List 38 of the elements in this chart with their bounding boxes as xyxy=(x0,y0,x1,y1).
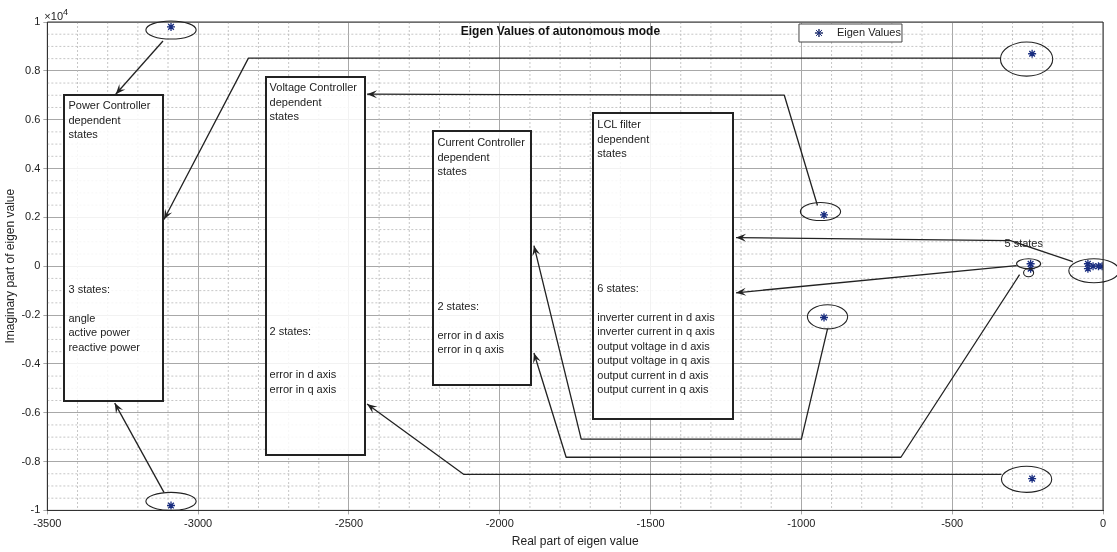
point xyxy=(1027,49,1037,59)
y-tick-label: -0.2 xyxy=(21,308,41,321)
x-tick-label: -2000 xyxy=(485,517,514,530)
y-tick-label: -0.6 xyxy=(21,405,41,418)
y-tick-label: 1 xyxy=(34,15,41,28)
text: ×10$^{4}$ xyxy=(44,6,69,24)
point xyxy=(1088,261,1098,271)
x-tick-label: -2500 xyxy=(334,517,364,530)
x-tick-label: -3500 xyxy=(33,517,62,530)
x-tick-label: -1500 xyxy=(636,517,665,530)
legend-label: Eigen Values xyxy=(836,26,902,39)
text: 6 states: inverter current in d axis inverter current in q axis output voltage in d axis output voltage in q axis output current in d axis output current in q axis xyxy=(597,281,715,396)
y-tick-label: -1 xyxy=(30,503,41,516)
chart-title: Eigen Values of autonomous mode xyxy=(460,24,661,39)
x-tick-label: -500 xyxy=(941,517,964,530)
x-tick-label: -3000 xyxy=(184,517,213,530)
x-axis-title: Real part of eigen value xyxy=(511,534,639,549)
annotation: Current Controller dependent states xyxy=(437,135,525,179)
text: 2 states: error in d axis error in q axis xyxy=(437,299,505,356)
y-tick-label: 0.4 xyxy=(25,161,41,174)
point xyxy=(819,210,829,220)
x-tick-label: 0 xyxy=(1099,517,1107,530)
y-tick-label: -0.8 xyxy=(21,454,41,467)
annotation: Power Controller dependent states xyxy=(68,98,151,142)
text: 2 states: error in d axis error in q axis xyxy=(269,324,337,395)
y-tick-label: 0.8 xyxy=(25,63,41,76)
y-tick-label: 0.6 xyxy=(25,112,41,125)
point xyxy=(166,500,176,511)
y-axis-title: Imaginary part of eigen value xyxy=(2,188,17,344)
y-tick-label: 0 xyxy=(34,259,41,272)
annotation: LCL filter dependent states xyxy=(597,117,650,161)
annotation: Voltage Controller dependent states xyxy=(269,80,357,124)
x-tick-label: -1000 xyxy=(787,517,816,530)
y-tick-label: -0.4 xyxy=(21,356,41,369)
text: 3 states: angle active power reactive power xyxy=(68,282,140,353)
y-tick-label: 0.2 xyxy=(25,210,41,223)
point xyxy=(1027,474,1037,484)
point xyxy=(166,22,176,32)
